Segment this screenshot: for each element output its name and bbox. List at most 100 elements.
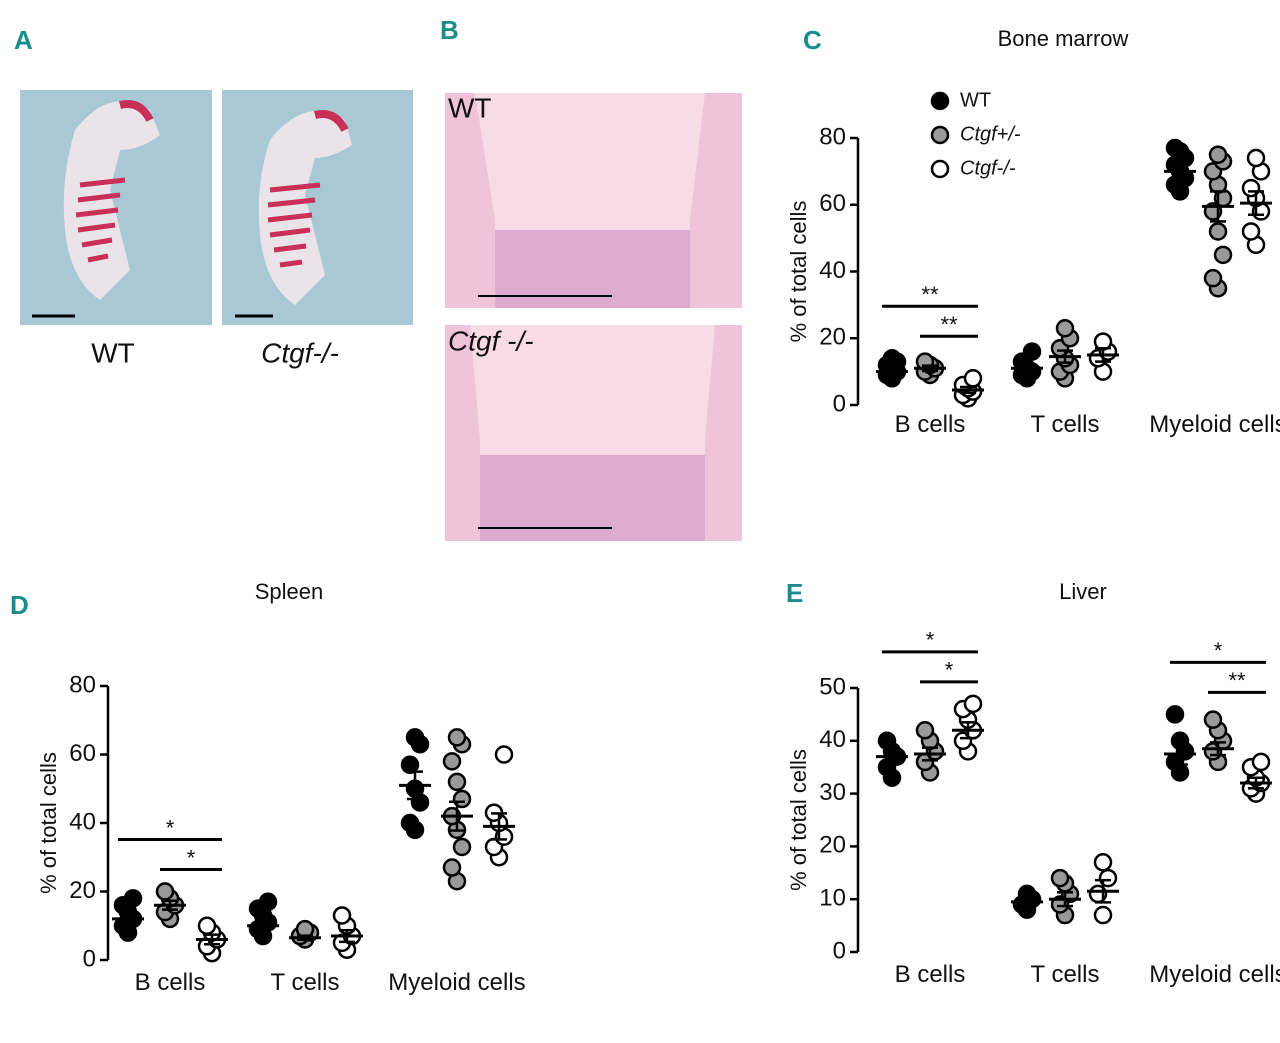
data-point (963, 694, 983, 714)
data-point (1093, 852, 1113, 872)
significance-label: * (166, 815, 175, 840)
significance-label: ** (1228, 668, 1246, 693)
x-tick-label: B cells (894, 961, 966, 988)
data-point (405, 728, 425, 747)
x-tick-label: T cells (270, 969, 340, 996)
data-point (1050, 868, 1070, 888)
category-label-box: T cells (1030, 411, 1100, 438)
category-label-box: Myeloid cells (1149, 961, 1280, 988)
legend-label: WT (960, 89, 991, 111)
y-axis-label: % of total cells (786, 749, 811, 891)
histology-wt (445, 93, 742, 308)
significance-label: * (926, 628, 935, 653)
y-tick-label: 80 (69, 671, 96, 698)
x-tick-label: T cells (1030, 411, 1100, 438)
category-label-box: Myeloid cells (1149, 411, 1280, 438)
data-point (915, 720, 935, 740)
panel-label: B (440, 15, 459, 45)
data-point (494, 745, 514, 764)
data-point (442, 752, 462, 771)
data-point (442, 858, 462, 877)
data-point (1203, 268, 1223, 288)
data-point (258, 892, 278, 912)
legend-label: Ctgf-/- (960, 157, 1016, 179)
y-tick-label: 40 (69, 808, 96, 835)
x-tick-label: Myeloid cells (1149, 961, 1280, 988)
y-tick-label: 80 (819, 123, 846, 150)
x-tick-label: B cells (134, 969, 206, 996)
y-tick-label: 40 (819, 257, 846, 284)
category-label-box: T cells (270, 969, 340, 996)
legend-marker (930, 91, 950, 111)
data-point (332, 906, 352, 925)
panel-label: C (803, 25, 822, 55)
y-tick-label: 40 (819, 726, 846, 753)
y-tick-label: 20 (819, 324, 846, 351)
data-point (882, 349, 902, 368)
data-point (123, 889, 143, 908)
legend-label: Ctgf+/- (960, 123, 1021, 145)
data-point (400, 813, 420, 833)
y-tick-label: 50 (819, 673, 846, 700)
caption: Ctgf-/- (261, 337, 339, 368)
significance-label: * (1214, 638, 1223, 663)
y-axis-label: % of total cells (36, 752, 61, 894)
chart-title: Spleen (255, 579, 324, 604)
data-point (1165, 705, 1185, 724)
x-tick-label: B cells (894, 411, 966, 438)
caption: WT (91, 337, 135, 368)
significance-label: ** (940, 312, 958, 337)
photo-wt (20, 90, 212, 325)
y-tick-label: 60 (69, 740, 96, 767)
data-point (1203, 710, 1223, 729)
y-tick-label: 10 (819, 885, 846, 912)
y-axis-label: % of total cells (786, 201, 811, 343)
x-tick-label: Myeloid cells (1149, 411, 1280, 438)
y-tick-label: 0 (833, 937, 846, 964)
panel-label: D (10, 590, 29, 620)
data-point (1241, 222, 1261, 241)
y-tick-label: 20 (819, 832, 846, 859)
y-tick-label: 0 (83, 945, 96, 972)
data-point (1208, 222, 1228, 241)
data-point (1213, 245, 1233, 265)
significance-label: * (945, 658, 954, 683)
x-tick-label: Myeloid cells (388, 969, 526, 996)
chart-title: Liver (1059, 579, 1107, 604)
y-tick-label: 20 (69, 877, 96, 904)
data-point (447, 728, 467, 747)
data-point (1165, 138, 1185, 158)
data-point (197, 916, 217, 935)
data-point (452, 837, 472, 857)
category-label-box: B cells (894, 411, 966, 438)
panel-label: A (14, 25, 33, 55)
chart-title: Bone marrow (998, 26, 1129, 51)
data-point (1246, 148, 1266, 168)
category-label-box: T cells (1030, 961, 1100, 988)
significance-label: * (187, 845, 196, 870)
data-point (1022, 342, 1042, 361)
category-label-box: B cells (894, 961, 966, 988)
panel-label: E (786, 578, 803, 608)
data-point (877, 731, 897, 751)
data-point (1055, 318, 1075, 338)
category-label-box: B cells (134, 969, 206, 996)
legend-marker (930, 159, 950, 179)
legend-marker (930, 125, 950, 145)
histology-ko (445, 325, 742, 541)
photo-ko (222, 90, 413, 325)
data-point (963, 369, 983, 388)
y-tick-label: 60 (819, 190, 846, 217)
y-tick-label: 0 (833, 390, 846, 417)
data-point (1208, 145, 1228, 164)
image-label: Ctgf -/- (448, 325, 534, 356)
significance-label: ** (921, 282, 939, 307)
x-tick-label: T cells (1030, 961, 1100, 988)
image-label: WT (448, 92, 492, 123)
data-point (155, 882, 175, 901)
category-label-box: Myeloid cells (388, 969, 526, 996)
data-point (447, 772, 467, 792)
y-tick-label: 30 (819, 779, 846, 806)
data-point (1251, 752, 1271, 772)
